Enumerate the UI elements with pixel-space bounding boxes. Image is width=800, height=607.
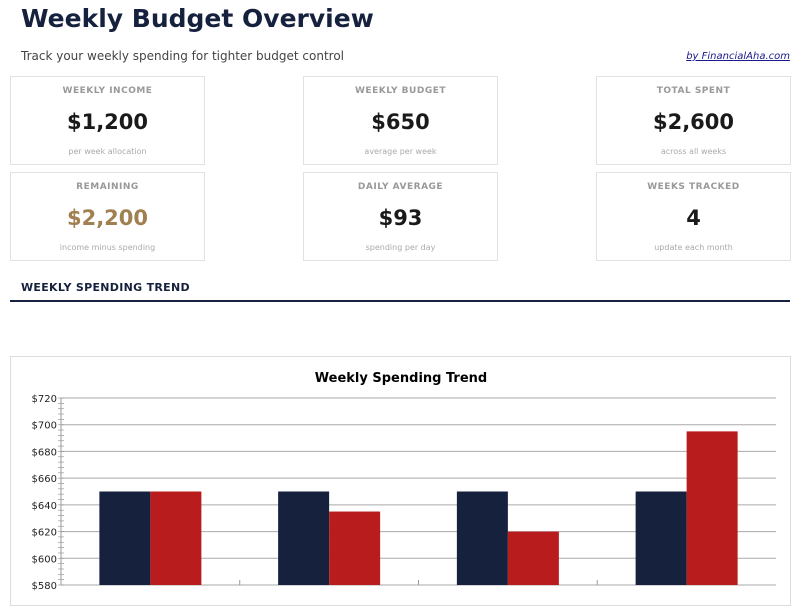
spent-bar [150,491,202,585]
bar-chart: Weekly Spending Trend $580 $600 $620 $640 $66… [32,371,776,592]
stat-caption: income minus spending [59,243,156,252]
stat-card: DAILY AVERAGE $93 spending per day [303,172,498,261]
stat-label: WEEKS TRACKED [647,182,740,192]
section-rule [10,300,790,302]
stat-label: DAILY AVERAGE [357,182,444,192]
stat-card: WEEKLY INCOME $1,200 per week allocation [10,76,205,165]
spent-bar [507,531,559,585]
stat-value: $1,200 [66,110,149,134]
budget-bar [278,491,330,585]
stat-label: WEEKLY BUDGET [355,86,446,96]
stat-caption: average per week [364,147,437,156]
stat-caption: update each month [654,243,733,252]
y-tick-label: $680 [32,447,57,458]
stat-caption: across all weeks [660,147,727,156]
y-tick-label: $660 [32,474,57,485]
stat-value: $2,600 [652,110,735,134]
byline-link[interactable]: by FinancialAha.com [686,51,790,62]
stat-card: WEEKS TRACKED 4 update each month [596,172,791,261]
stat-value: 4 [686,206,701,230]
stat-label: TOTAL SPENT [656,86,731,96]
y-tick-label: $700 [32,421,57,432]
stat-card: REMAINING $2,200 income minus spending [10,172,205,261]
stat-caption: spending per day [365,243,436,252]
budget-bar [635,491,687,585]
stat-caption: per week allocation [68,147,147,156]
stat-value: $2,200 [66,206,149,230]
chart-title: Weekly Spending Trend [315,371,487,386]
y-tick-label: $720 [32,394,57,405]
y-tick-label: $640 [32,501,57,512]
stat-value: $650 [371,110,430,134]
budget-bar [99,491,151,585]
chart-container: Weekly Spending Trend $580 $600 $620 $640 $66… [10,356,791,606]
y-tick-label: $600 [32,554,57,565]
stat-label: WEEKLY INCOME [62,86,153,96]
stat-card: TOTAL SPENT $2,600 across all weeks [596,76,791,165]
page-title: Weekly Budget Overview [21,4,374,33]
budget-bar [456,491,508,585]
section-title: WEEKLY SPENDING TREND [21,281,190,294]
stat-value: $93 [378,206,423,230]
spent-bar [329,511,381,585]
y-tick-label: $580 [32,581,57,592]
stat-card: WEEKLY BUDGET $650 average per week [303,76,498,165]
y-tick-label: $620 [32,528,57,539]
spent-bar [686,431,738,585]
stat-label: REMAINING [76,182,139,192]
page-subtitle: Track your weekly spending for tighter b… [21,49,345,63]
